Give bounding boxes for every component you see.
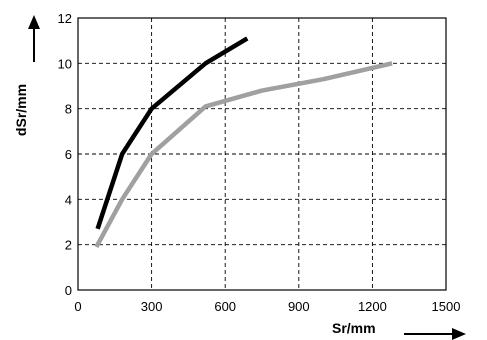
y-tick-labels: 0 2 4 6 8 10 12 — [58, 11, 72, 298]
y-tick-label: 0 — [65, 283, 72, 298]
series-line-2 — [94, 61, 393, 249]
x-tick-label: 1200 — [358, 299, 387, 314]
y-tick-label: 6 — [65, 147, 72, 162]
y-axis-arrowhead — [28, 15, 40, 29]
y-axis-title: dSr/mm — [13, 84, 29, 136]
series-lines — [94, 36, 393, 249]
series-line-1 — [95, 36, 249, 230]
x-axis-title: Sr/mm — [332, 320, 376, 336]
grid — [78, 18, 446, 290]
plot-frame — [77, 17, 447, 291]
y-tick-label: 10 — [58, 56, 72, 71]
x-tick-label: 900 — [288, 299, 310, 314]
x-tick-label: 600 — [214, 299, 236, 314]
y-tick-label: 2 — [65, 238, 72, 253]
y-tick-label: 8 — [65, 102, 72, 117]
x-tick-labels: 0 300 600 900 1200 1500 — [74, 299, 460, 314]
x-axis-arrowhead — [452, 328, 466, 340]
x-tick-label: 1500 — [432, 299, 461, 314]
x-tick-label: 0 — [74, 299, 81, 314]
y-tick-label: 4 — [65, 192, 72, 207]
y-tick-label: 12 — [58, 11, 72, 26]
x-tick-label: 300 — [141, 299, 163, 314]
